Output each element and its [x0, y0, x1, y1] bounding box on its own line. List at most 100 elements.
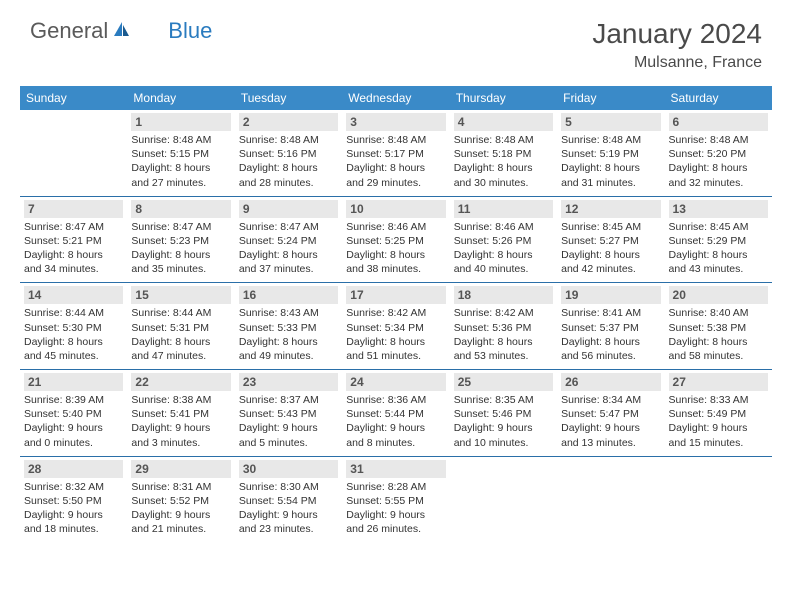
cell-sunset: Sunset: 5:15 PM — [131, 147, 230, 161]
cell-sunset: Sunset: 5:20 PM — [669, 147, 768, 161]
cell-sunset: Sunset: 5:19 PM — [561, 147, 660, 161]
day-number: 3 — [346, 113, 445, 131]
calendar-cell: 20Sunrise: 8:40 AMSunset: 5:38 PMDayligh… — [665, 283, 772, 370]
calendar-cell: 17Sunrise: 8:42 AMSunset: 5:34 PMDayligh… — [342, 283, 449, 370]
day-number: 31 — [346, 460, 445, 478]
cell-daylight1: Daylight: 9 hours — [131, 508, 230, 522]
calendar-table: Sunday Monday Tuesday Wednesday Thursday… — [20, 86, 772, 542]
cell-daylight1: Daylight: 8 hours — [669, 248, 768, 262]
cell-sunset: Sunset: 5:55 PM — [346, 494, 445, 508]
weekday-header: Monday — [127, 86, 234, 110]
day-number: 22 — [131, 373, 230, 391]
page-header: General Blue January 2024 Mulsanne, Fran… — [0, 0, 792, 80]
calendar-cell: 23Sunrise: 8:37 AMSunset: 5:43 PMDayligh… — [235, 370, 342, 457]
day-number: 21 — [24, 373, 123, 391]
cell-daylight1: Daylight: 8 hours — [669, 161, 768, 175]
cell-sunrise: Sunrise: 8:48 AM — [669, 133, 768, 147]
logo-text-2: Blue — [168, 18, 212, 44]
sail-icon — [112, 20, 132, 43]
calendar-cell: 24Sunrise: 8:36 AMSunset: 5:44 PMDayligh… — [342, 370, 449, 457]
cell-daylight2: and 10 minutes. — [454, 436, 553, 450]
calendar-cell — [557, 456, 664, 542]
month-title: January 2024 — [592, 18, 762, 50]
day-number: 10 — [346, 200, 445, 218]
calendar-cell: 3Sunrise: 8:48 AMSunset: 5:17 PMDaylight… — [342, 110, 449, 196]
cell-sunset: Sunset: 5:31 PM — [131, 321, 230, 335]
weekday-header: Sunday — [20, 86, 127, 110]
cell-daylight1: Daylight: 9 hours — [239, 421, 338, 435]
cell-daylight1: Daylight: 8 hours — [131, 248, 230, 262]
cell-daylight1: Daylight: 8 hours — [669, 335, 768, 349]
day-number: 2 — [239, 113, 338, 131]
cell-sunset: Sunset: 5:24 PM — [239, 234, 338, 248]
cell-sunrise: Sunrise: 8:47 AM — [131, 220, 230, 234]
calendar-cell: 18Sunrise: 8:42 AMSunset: 5:36 PMDayligh… — [450, 283, 557, 370]
cell-daylight1: Daylight: 8 hours — [454, 248, 553, 262]
day-number: 8 — [131, 200, 230, 218]
cell-sunset: Sunset: 5:21 PM — [24, 234, 123, 248]
cell-sunrise: Sunrise: 8:44 AM — [24, 306, 123, 320]
day-number: 24 — [346, 373, 445, 391]
cell-daylight2: and 27 minutes. — [131, 176, 230, 190]
cell-daylight2: and 56 minutes. — [561, 349, 660, 363]
calendar-cell: 27Sunrise: 8:33 AMSunset: 5:49 PMDayligh… — [665, 370, 772, 457]
day-number: 18 — [454, 286, 553, 304]
cell-sunrise: Sunrise: 8:48 AM — [454, 133, 553, 147]
day-number: 23 — [239, 373, 338, 391]
calendar-row: 21Sunrise: 8:39 AMSunset: 5:40 PMDayligh… — [20, 370, 772, 457]
cell-daylight1: Daylight: 8 hours — [24, 335, 123, 349]
cell-daylight1: Daylight: 8 hours — [454, 161, 553, 175]
calendar-row: 28Sunrise: 8:32 AMSunset: 5:50 PMDayligh… — [20, 456, 772, 542]
day-number: 25 — [454, 373, 553, 391]
cell-sunset: Sunset: 5:29 PM — [669, 234, 768, 248]
cell-sunrise: Sunrise: 8:42 AM — [346, 306, 445, 320]
cell-daylight2: and 42 minutes. — [561, 262, 660, 276]
calendar-cell — [20, 110, 127, 196]
cell-sunrise: Sunrise: 8:48 AM — [561, 133, 660, 147]
calendar-cell: 9Sunrise: 8:47 AMSunset: 5:24 PMDaylight… — [235, 196, 342, 283]
cell-sunset: Sunset: 5:41 PM — [131, 407, 230, 421]
calendar-cell: 7Sunrise: 8:47 AMSunset: 5:21 PMDaylight… — [20, 196, 127, 283]
cell-daylight2: and 43 minutes. — [669, 262, 768, 276]
cell-daylight1: Daylight: 8 hours — [131, 335, 230, 349]
cell-daylight2: and 45 minutes. — [24, 349, 123, 363]
day-number: 12 — [561, 200, 660, 218]
calendar-cell: 13Sunrise: 8:45 AMSunset: 5:29 PMDayligh… — [665, 196, 772, 283]
cell-sunset: Sunset: 5:34 PM — [346, 321, 445, 335]
cell-sunrise: Sunrise: 8:48 AM — [346, 133, 445, 147]
cell-sunrise: Sunrise: 8:38 AM — [131, 393, 230, 407]
calendar-cell: 26Sunrise: 8:34 AMSunset: 5:47 PMDayligh… — [557, 370, 664, 457]
logo-text-1: General — [30, 18, 108, 44]
cell-sunset: Sunset: 5:25 PM — [346, 234, 445, 248]
cell-daylight2: and 53 minutes. — [454, 349, 553, 363]
cell-daylight1: Daylight: 8 hours — [561, 161, 660, 175]
calendar-cell: 29Sunrise: 8:31 AMSunset: 5:52 PMDayligh… — [127, 456, 234, 542]
cell-daylight2: and 49 minutes. — [239, 349, 338, 363]
cell-sunset: Sunset: 5:46 PM — [454, 407, 553, 421]
calendar-row: 7Sunrise: 8:47 AMSunset: 5:21 PMDaylight… — [20, 196, 772, 283]
calendar-cell: 31Sunrise: 8:28 AMSunset: 5:55 PMDayligh… — [342, 456, 449, 542]
cell-sunset: Sunset: 5:27 PM — [561, 234, 660, 248]
cell-daylight1: Daylight: 8 hours — [24, 248, 123, 262]
cell-sunrise: Sunrise: 8:36 AM — [346, 393, 445, 407]
day-number: 9 — [239, 200, 338, 218]
day-number: 11 — [454, 200, 553, 218]
cell-daylight1: Daylight: 9 hours — [346, 421, 445, 435]
day-number: 1 — [131, 113, 230, 131]
cell-daylight1: Daylight: 9 hours — [24, 508, 123, 522]
location-label: Mulsanne, France — [592, 54, 762, 72]
cell-sunrise: Sunrise: 8:44 AM — [131, 306, 230, 320]
cell-daylight1: Daylight: 8 hours — [346, 335, 445, 349]
cell-daylight1: Daylight: 8 hours — [239, 335, 338, 349]
cell-daylight2: and 40 minutes. — [454, 262, 553, 276]
cell-sunrise: Sunrise: 8:34 AM — [561, 393, 660, 407]
cell-sunset: Sunset: 5:54 PM — [239, 494, 338, 508]
day-number: 20 — [669, 286, 768, 304]
day-number: 15 — [131, 286, 230, 304]
cell-daylight2: and 15 minutes. — [669, 436, 768, 450]
cell-daylight1: Daylight: 8 hours — [454, 335, 553, 349]
cell-sunset: Sunset: 5:38 PM — [669, 321, 768, 335]
cell-sunset: Sunset: 5:49 PM — [669, 407, 768, 421]
title-block: January 2024 Mulsanne, France — [592, 18, 762, 72]
cell-sunset: Sunset: 5:17 PM — [346, 147, 445, 161]
